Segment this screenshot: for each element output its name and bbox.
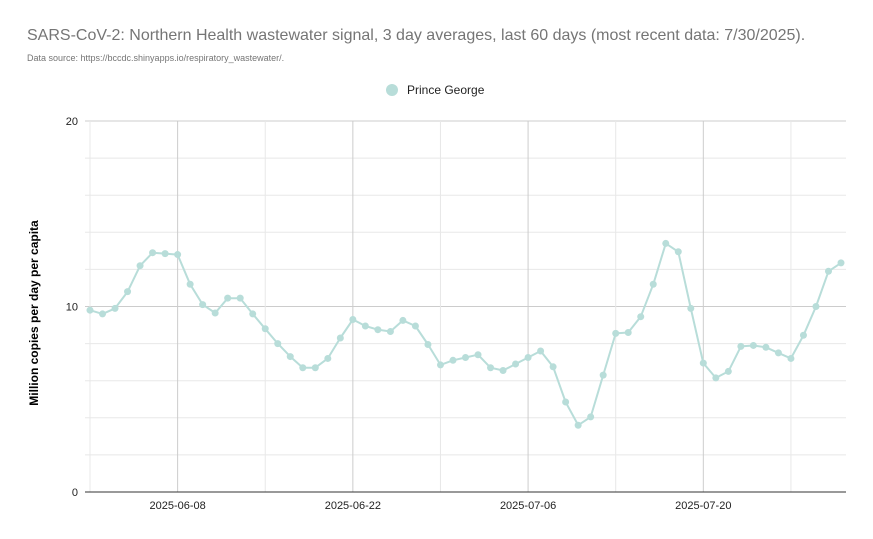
data-point <box>474 351 482 359</box>
series-prince-george <box>86 239 845 429</box>
data-point <box>286 353 294 361</box>
data-point <box>274 340 282 348</box>
data-point <box>462 354 469 362</box>
data-point <box>537 347 545 355</box>
data-point <box>436 361 444 369</box>
data-point <box>724 367 732 375</box>
data-point <box>449 356 457 364</box>
data-point <box>637 313 645 321</box>
data-point <box>161 250 169 258</box>
data-point <box>774 349 782 357</box>
data-point <box>612 329 620 337</box>
data-point <box>211 309 219 317</box>
legend: Prince George <box>386 83 485 97</box>
data-point <box>737 342 745 350</box>
x-tick-label: 2025-06-08 <box>149 500 205 512</box>
data-point <box>812 303 820 310</box>
data-point <box>624 328 632 336</box>
data-point <box>136 262 144 270</box>
data-point <box>512 360 520 368</box>
data-point <box>824 267 832 275</box>
y-axis-label: Million copies per day per capita <box>27 220 41 406</box>
chart-subtitle: Data source: https://bccdc.shinyapps.io/… <box>27 53 285 63</box>
data-point <box>99 310 107 318</box>
y-tick-label: 20 <box>66 116 78 128</box>
data-point <box>361 322 369 330</box>
y-tick-label: 10 <box>66 302 78 314</box>
data-point <box>199 301 207 309</box>
data-point <box>86 306 94 314</box>
data-point <box>111 304 119 312</box>
data-point <box>662 239 670 247</box>
data-point <box>749 341 757 349</box>
data-point <box>487 364 495 372</box>
data-point <box>149 249 157 257</box>
data-point <box>499 366 507 374</box>
chart-title: SARS-CoV-2: Northern Health wastewater s… <box>27 27 806 44</box>
x-tick-label: 2025-07-20 <box>675 500 731 512</box>
data-point <box>599 371 607 379</box>
legend-swatch-prince-george <box>386 84 398 96</box>
data-point <box>524 354 532 362</box>
data-point <box>261 325 269 333</box>
data-point <box>224 294 232 302</box>
data-point <box>799 331 807 339</box>
x-axis-ticks: 2025-06-08 2025-06-22 2025-07-06 2025-07-20 <box>149 500 731 512</box>
x-tick-label: 2025-06-22 <box>325 500 381 512</box>
data-point <box>299 364 307 372</box>
data-point <box>562 398 570 406</box>
data-point <box>574 421 582 429</box>
x-tick-label: 2025-07-06 <box>500 500 556 512</box>
data-point <box>787 354 795 362</box>
data-point <box>386 328 394 336</box>
legend-label-prince-george: Prince George <box>407 83 485 97</box>
y-axis-ticks: 0 10 20 <box>66 116 78 499</box>
data-point <box>762 343 770 351</box>
data-point <box>336 334 344 342</box>
data-point <box>712 374 720 382</box>
data-point <box>324 354 332 362</box>
data-point <box>687 304 695 312</box>
data-point <box>186 280 194 288</box>
data-point <box>349 315 357 323</box>
data-point <box>424 341 432 349</box>
gridlines <box>85 120 846 493</box>
data-point <box>399 316 407 324</box>
data-point <box>549 363 557 371</box>
data-point <box>699 359 707 367</box>
data-point <box>311 364 319 372</box>
data-point <box>124 288 132 296</box>
data-point <box>236 294 244 302</box>
data-point <box>249 310 257 318</box>
data-point <box>649 280 657 288</box>
data-point <box>674 248 682 256</box>
data-point <box>174 251 182 259</box>
data-point <box>374 326 382 334</box>
data-point <box>411 322 419 330</box>
series-line-prince-george <box>89 242 842 427</box>
data-point <box>837 259 845 267</box>
data-point <box>587 413 595 421</box>
y-tick-label: 0 <box>72 487 78 499</box>
